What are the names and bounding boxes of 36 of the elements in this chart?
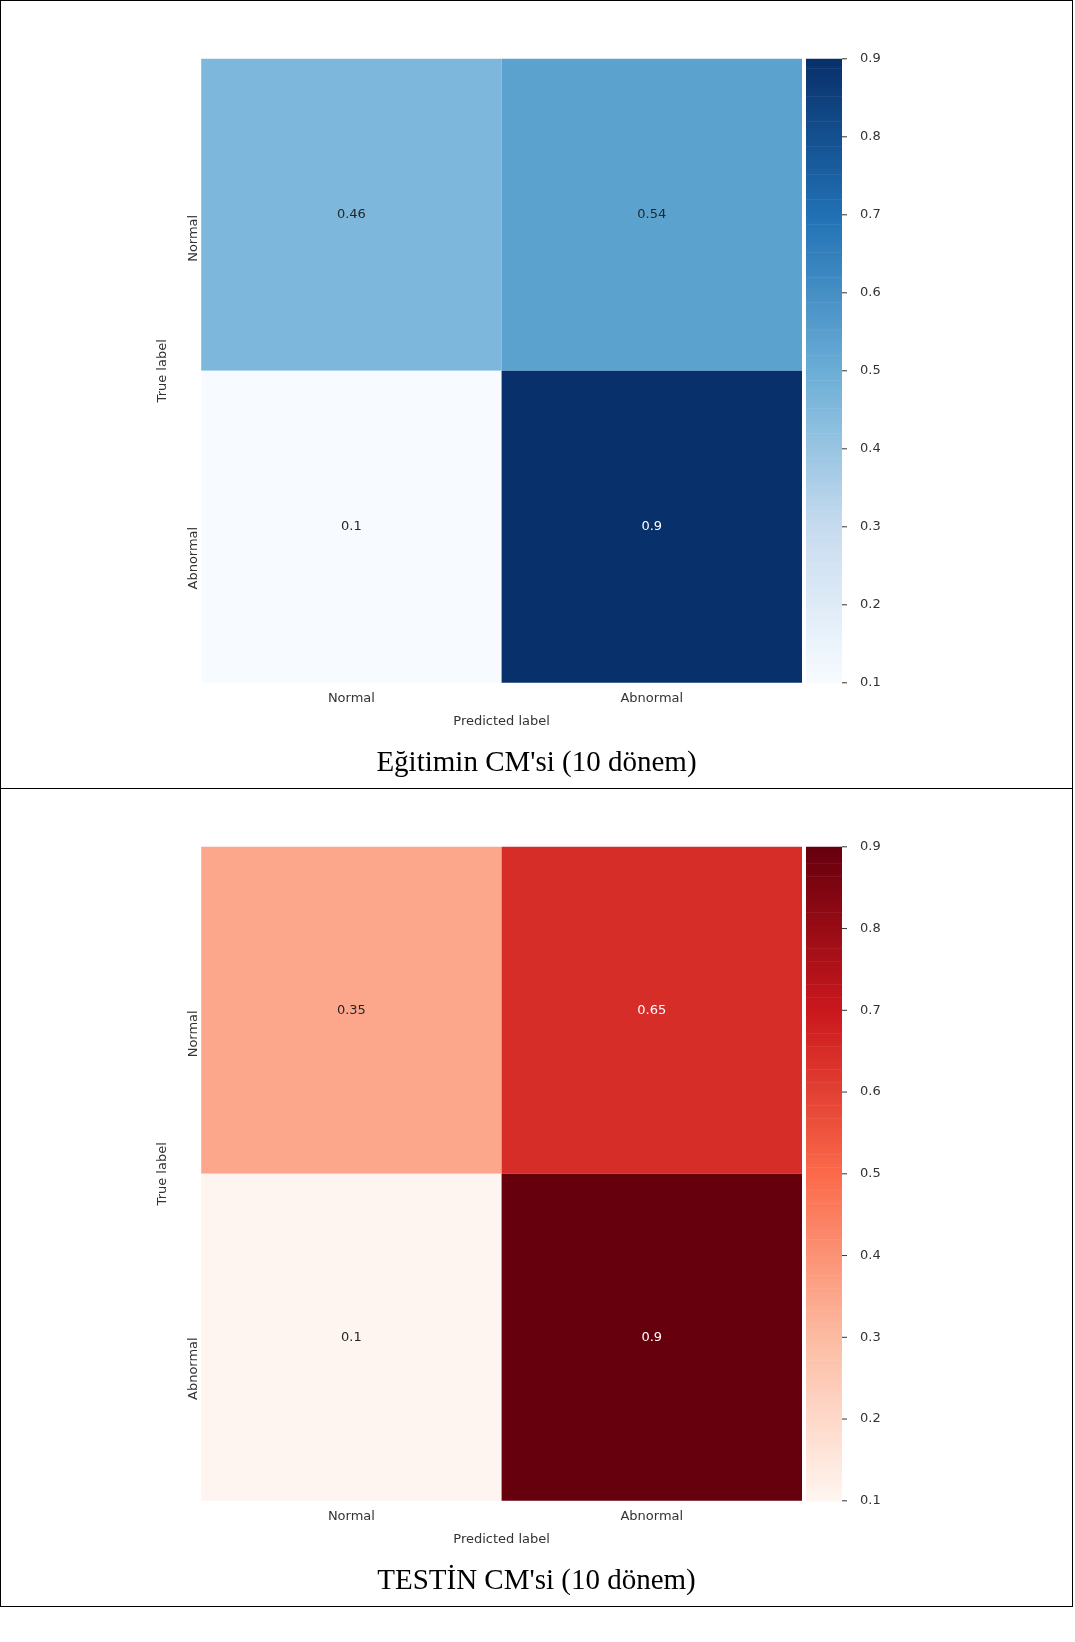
data-label: 0.35 xyxy=(336,1001,366,1017)
color-bar-label: 0.3 xyxy=(860,1328,881,1344)
color-bar-label: 0.2 xyxy=(860,1410,881,1426)
color-bar-label: 0.5 xyxy=(860,362,881,378)
text: TESTİN CM'si (10 dönem) xyxy=(376,1562,697,1597)
y-tick-label: Abnormal xyxy=(184,526,200,590)
color-bar-label: 0.9 xyxy=(860,50,881,66)
color-bar-label: 0.6 xyxy=(860,1083,881,1099)
data-label: 0.9 xyxy=(641,1328,663,1344)
data-label: 0.9 xyxy=(641,518,663,534)
color-bar-label: 0.2 xyxy=(860,596,881,612)
color-bar-label: 0.5 xyxy=(860,1165,881,1181)
data-label: 0.65 xyxy=(637,1001,667,1017)
y-tick-label: Normal xyxy=(184,1010,200,1058)
y-tick-label: Abnormal xyxy=(184,1337,200,1400)
data-label: 0.54 xyxy=(637,206,667,222)
y-axis-title: True label xyxy=(154,339,170,404)
color-bar-label: 0.1 xyxy=(860,1492,881,1508)
data-label: 0.1 xyxy=(341,1328,362,1344)
color-bar-label: 0.9 xyxy=(860,838,881,854)
color-bar-label: 0.8 xyxy=(860,128,881,144)
color-bar-label: 0.7 xyxy=(860,1001,881,1017)
color-bar-label: 0.4 xyxy=(860,1246,881,1262)
color-bar-label: 0.4 xyxy=(860,440,881,456)
color-bar-label: 0.3 xyxy=(860,518,881,534)
data-label: 0.1 xyxy=(341,518,362,534)
color-bar-label: 0.6 xyxy=(860,284,881,300)
data-label: 0.46 xyxy=(336,206,366,222)
color-bar-label: 0.7 xyxy=(860,206,881,222)
color-bar-label: 0.1 xyxy=(860,674,881,690)
color-bar-label: 0.8 xyxy=(860,919,881,935)
x-axis-title: Predicted label xyxy=(453,712,550,728)
text: Eğitimin CM'si (10 dönem) xyxy=(375,744,698,779)
y-axis-title: True label xyxy=(154,1142,170,1207)
x-axis-title: Predicted label xyxy=(453,1530,550,1546)
y-tick-label: Normal xyxy=(184,214,200,262)
